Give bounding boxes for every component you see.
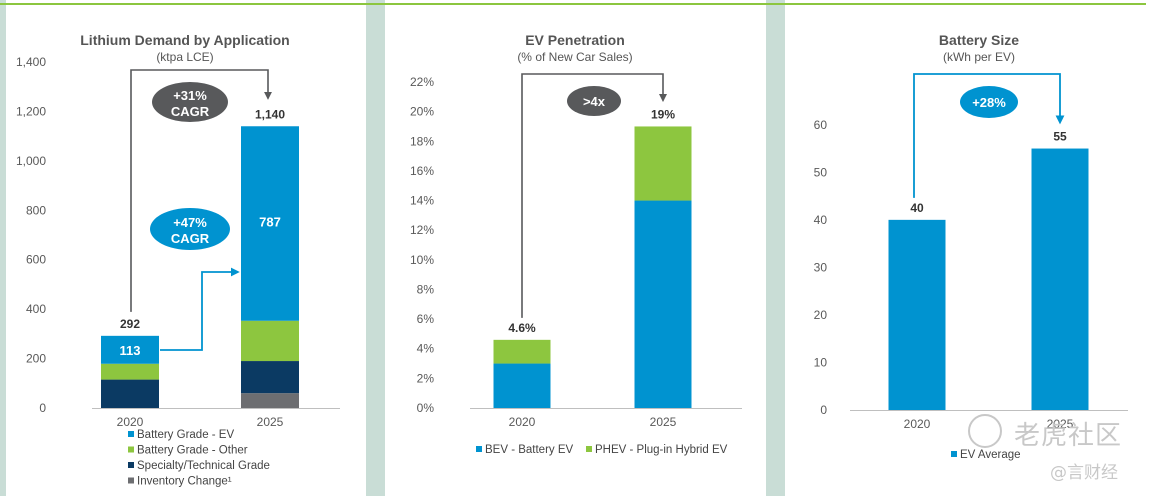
bar-segment [493, 339, 551, 364]
legend-label: Inventory Change¹ [137, 476, 232, 488]
y-tick-label: 16% [410, 164, 434, 178]
legend-label: PHEV - Plug-in Hybrid EV [595, 444, 728, 456]
bar-segment [888, 219, 946, 410]
legend-label: Battery Grade - EV [137, 429, 234, 441]
growth-bubble-text: >4x [583, 94, 606, 109]
y-tick-label: 800 [26, 203, 46, 217]
y-tick-label: 40 [814, 213, 828, 227]
y-tick-label: 1,200 [16, 104, 46, 118]
growth-bubble [567, 86, 621, 116]
bar-segment [101, 335, 159, 364]
x-tick-label: 2020 [117, 415, 144, 429]
growth-connector [913, 73, 1065, 198]
growth-bubble-text: CAGR [171, 231, 210, 246]
y-tick-label: 600 [26, 253, 46, 267]
bar-segment [101, 379, 159, 408]
chart-title: Battery Size [939, 32, 1019, 48]
bar-segment [634, 126, 692, 201]
bar-total-label: 19% [651, 107, 675, 121]
bar-segment [493, 363, 551, 408]
growth-bubble [152, 82, 228, 122]
chart-title: Lithium Demand by Application [80, 32, 290, 48]
legend-swatch [128, 446, 134, 453]
x-tick-label: 2025 [650, 415, 677, 429]
y-tick-label: 20% [410, 105, 434, 119]
growth-bubble [150, 208, 230, 250]
legend-swatch [128, 462, 134, 468]
legend-swatch [128, 431, 134, 437]
watermark-brand: 老虎社区 [1014, 421, 1123, 451]
y-tick-label: 200 [26, 352, 46, 366]
y-tick-label: 400 [26, 302, 46, 316]
x-tick-label: 2020 [509, 415, 536, 429]
bar-total-label: 1,140 [255, 107, 285, 121]
bar-total-label: 292 [120, 317, 140, 331]
growth-bubble-text: +31% [173, 88, 207, 103]
growth-connector [160, 267, 240, 351]
y-tick-label: 6% [417, 312, 435, 326]
y-tick-label: 0 [39, 401, 46, 415]
bar-total-label: 4.6% [508, 321, 536, 335]
y-tick-label: 1,400 [16, 55, 46, 69]
y-tick-label: 10 [814, 355, 828, 369]
bar-total-label: 55 [1053, 130, 1067, 144]
legend-swatch [586, 446, 592, 452]
y-tick-label: 10% [410, 253, 434, 267]
growth-bubble [960, 86, 1018, 118]
watermark-circle-icon [968, 414, 1002, 448]
y-tick-label: 20 [814, 308, 828, 322]
growth-bubble-text: +47% [173, 215, 207, 230]
growth-connector [521, 73, 667, 318]
chart-subtitle: (kWh per EV) [943, 50, 1015, 64]
bar-segment [241, 126, 299, 321]
legend-label: BEV - Battery EV [485, 444, 574, 456]
bar-segment [241, 320, 299, 362]
panel-divider-1 [366, 0, 385, 496]
growth-bubble-text: CAGR [171, 104, 210, 119]
growth-bubble-text: +28% [972, 95, 1006, 110]
y-tick-label: 22% [410, 75, 434, 89]
y-tick-label: 14% [410, 194, 434, 208]
x-tick-label: 2020 [904, 417, 931, 431]
bar-segment [241, 393, 299, 408]
y-tick-label: 30 [814, 260, 828, 274]
y-tick-label: 0% [417, 401, 435, 415]
legend-label: Battery Grade - Other [137, 445, 248, 457]
legend-swatch [951, 451, 957, 457]
x-tick-label: 2025 [257, 415, 284, 429]
bar-segment [101, 363, 159, 380]
y-tick-label: 8% [417, 282, 435, 296]
top-accent-line [0, 3, 1146, 5]
y-tick-label: 4% [417, 342, 435, 356]
segment-value-label: 113 [120, 343, 141, 358]
panel-edge-left [0, 0, 6, 496]
y-tick-label: 50 [814, 165, 828, 179]
y-tick-label: 0 [820, 403, 827, 417]
bar-segment [241, 361, 299, 394]
legend-swatch [128, 477, 134, 484]
chart-subtitle: (% of New Car Sales) [517, 50, 632, 64]
watermark-handle: @言财经 [1050, 463, 1118, 483]
panel-divider-2 [766, 0, 785, 496]
y-tick-label: 1,000 [16, 154, 46, 168]
y-tick-label: 18% [410, 134, 434, 148]
y-tick-label: 2% [417, 371, 435, 385]
bar-segment [1031, 148, 1089, 411]
x-tick-label: 2025 [1047, 417, 1074, 431]
bar-total-label: 40 [910, 201, 924, 215]
chart-title: EV Penetration [525, 32, 625, 48]
bar-segment [634, 200, 692, 408]
segment-value-label: 787 [259, 214, 281, 229]
legend-label: Specialty/Technical Grade [137, 460, 270, 472]
legend-swatch [476, 446, 482, 452]
legend-label: EV Average [960, 449, 1021, 461]
y-tick-label: 60 [814, 118, 828, 132]
chart-subtitle: (ktpa LCE) [156, 50, 213, 64]
y-tick-label: 12% [410, 223, 434, 237]
growth-connector [130, 69, 272, 312]
